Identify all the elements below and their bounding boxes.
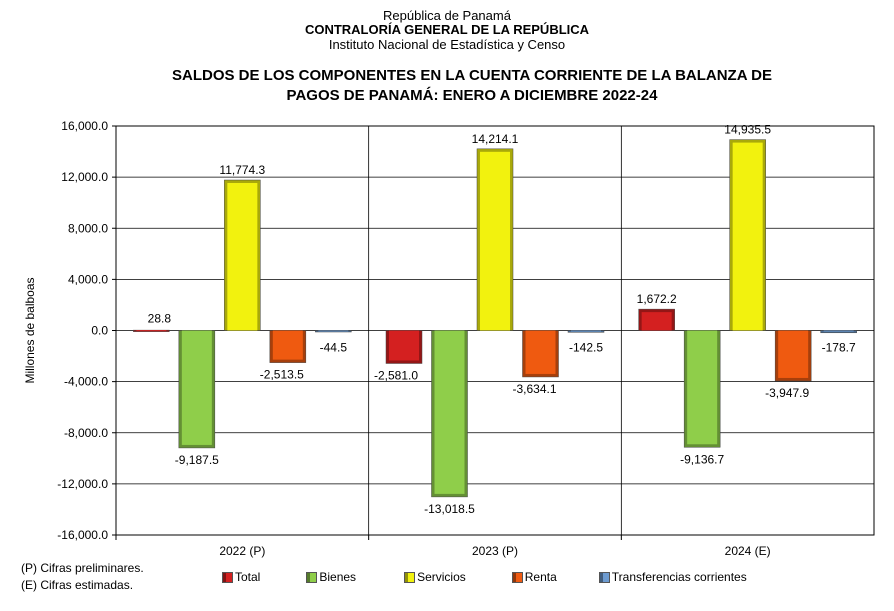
y-tick-label: -16,000.0 — [57, 528, 108, 542]
data-label: -2,581.0 — [374, 368, 418, 382]
bar-bienes — [181, 330, 212, 445]
legend-swatch — [598, 571, 610, 583]
y-tick-label: 8,000.0 — [68, 221, 108, 235]
data-label: 1,672.2 — [637, 292, 677, 306]
y-tick-label: -12,000.0 — [57, 477, 108, 491]
bar-bienes — [687, 330, 718, 445]
header-country: República de Panamá — [383, 8, 511, 23]
bar-servicios — [480, 151, 510, 331]
bar-renta — [525, 330, 556, 374]
bar-transferencias-corrientes — [318, 330, 349, 332]
legend-label: Servicios — [417, 570, 466, 584]
data-label: -3,634.1 — [512, 382, 556, 396]
legend-label: Renta — [524, 570, 557, 584]
bar-servicios — [227, 183, 258, 331]
y-tick-label: 4,000.0 — [68, 272, 108, 286]
legend-item-servicios: Servicios — [404, 570, 466, 584]
legend-swatch — [306, 571, 318, 583]
bar-renta — [778, 330, 809, 378]
data-label: -3,947.9 — [765, 386, 809, 400]
bar-transferencias-corrientes — [823, 330, 854, 332]
x-tick-label: 2024 (E) — [725, 544, 771, 558]
header-institution: CONTRALORÍA GENERAL DE LA REPÚBLICA — [304, 22, 590, 37]
header-institute: Instituto Nacional de Estadística y Cens… — [328, 37, 566, 52]
legend-label: Bienes — [319, 570, 357, 584]
bar-bienes — [434, 330, 465, 494]
chart-title-line-2: PAGOS DE PANAMÁ: ENERO A DICIEMBRE 2022-… — [286, 87, 658, 104]
x-tick-label: 2022 (P) — [219, 544, 265, 558]
data-label: 28.8 — [148, 312, 172, 326]
legend-label: Transferencias corrientes — [611, 570, 747, 584]
chart-title: SALDOS DE LOS COMPONENTES EN LA CUENTA C… — [100, 66, 844, 106]
y-axis-label: Millones de balboas — [23, 277, 37, 383]
bar-total — [389, 330, 419, 361]
legend-swatch — [404, 571, 416, 583]
data-label: -13,018.5 — [424, 502, 475, 516]
bar-renta — [272, 330, 303, 360]
legend-item-total: Total — [222, 570, 260, 584]
data-label: 14,214.1 — [472, 132, 519, 146]
legend-item-renta: Renta — [511, 570, 557, 584]
bar-servicios — [732, 142, 763, 331]
bar-transferencias-corrientes — [571, 330, 601, 332]
bar-total — [641, 312, 672, 331]
x-tick-label: 2023 (P) — [472, 544, 518, 558]
legend-item-bienes: Bienes — [306, 570, 356, 584]
data-label: 14,935.5 — [724, 123, 771, 137]
data-label: -178.7 — [822, 341, 856, 355]
data-label: 11,774.3 — [219, 163, 265, 177]
data-label: -142.5 — [569, 341, 603, 355]
y-tick-label: 12,000.0 — [61, 170, 108, 184]
y-tick-label: -8,000.0 — [64, 426, 108, 440]
legend-label: Total — [235, 570, 261, 584]
data-label: -9,187.5 — [175, 453, 219, 467]
bar-total — [136, 330, 167, 332]
note-estimated: (E) Cifras estimadas. — [21, 578, 134, 592]
y-tick-label: -4,000.0 — [64, 375, 108, 389]
chart-legend: Total Bienes Servicios Renta Transferencias … — [222, 570, 747, 584]
legend-swatch — [511, 571, 523, 583]
y-tick-label: 0.0 — [91, 324, 108, 338]
legend-item-transferencias-corrientes: Transferencias corrientes — [598, 570, 747, 584]
data-label: -44.5 — [320, 341, 348, 355]
data-label: -9,136.7 — [680, 452, 724, 466]
y-tick-label: 16,000.0 — [61, 119, 108, 133]
note-preliminary: (P) Cifras preliminares. — [21, 561, 144, 575]
chart-title-line-1: SALDOS DE LOS COMPONENTES EN LA CUENTA C… — [171, 67, 772, 84]
data-label: -2,513.5 — [260, 368, 304, 382]
legend-swatch — [222, 571, 233, 583]
